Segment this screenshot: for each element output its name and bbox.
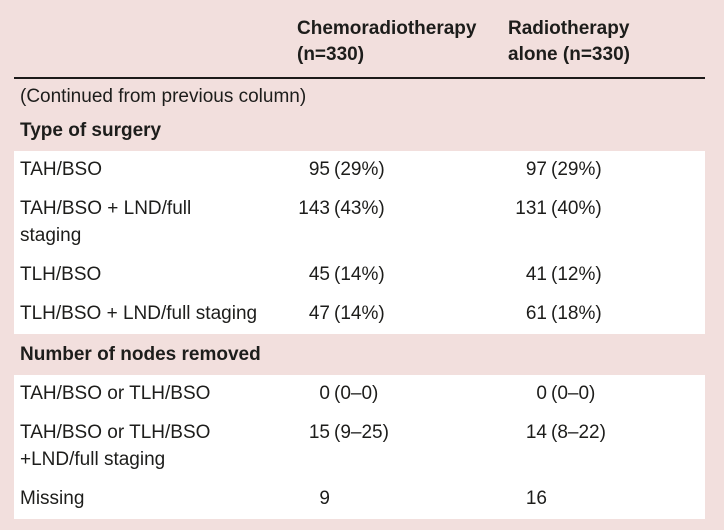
value-percent: (14%) [334, 264, 385, 285]
section-title-number-of-nodes-removed: Number of nodes removed [20, 344, 261, 365]
value-percent: (18%) [551, 303, 602, 324]
table-row-tah-bso-lnd-full-staging: TAH/BSO + LND/full staging 143 (43%) 131(… [14, 190, 705, 256]
row-label-text: TLH/BSO + LND/full staging [20, 303, 258, 324]
section-title-type-of-surgery: Type of surgery [20, 120, 162, 141]
value-percent: (14%) [334, 303, 385, 324]
table-row-missing: Missing 9 16 [14, 480, 705, 519]
value-count: 143 [298, 198, 330, 219]
row-label-text: TAH/BSO or TLH/BSO [20, 383, 211, 404]
value-range: (0–0) [334, 383, 379, 404]
column-header-chemoradiotherapy: Chemoradiotherapy (n=330) [280, 16, 477, 77]
value-cell-radiotherapy: 14 (8–22) [460, 419, 705, 473]
value-range: (8–22) [551, 422, 606, 443]
value-range [330, 488, 334, 509]
row-label-text: TAH/BSO [20, 159, 102, 180]
value-cell-chemoradiotherapy: 95 (29%) [280, 156, 460, 183]
value-count: 47 [308, 303, 330, 324]
value-cell-chemoradiotherapy: 45 (14%) [280, 261, 460, 288]
value-cell-chemoradiotherapy: 9 [280, 485, 460, 512]
row-label-line2: staging [20, 225, 82, 246]
row-label-text: TLH/BSO [20, 264, 102, 285]
column-header-line: alone (n=330) [508, 44, 630, 65]
trial-comparison-table: Chemoradiotherapy (n=330) Radiotherapy a… [14, 0, 705, 519]
header-spacer-cell [14, 16, 280, 77]
value-cell-radiotherapy: 131 (40%) [460, 195, 705, 249]
row-label: Missing [14, 485, 280, 512]
value-median: 0 [319, 383, 330, 404]
value-median: 14 [525, 422, 547, 443]
value-median: 15 [308, 422, 330, 443]
table-row-tah-or-tlh-bso: TAH/BSO or TLH/BSO 0 (0–0) 0 (0–0) [14, 375, 705, 414]
row-label-line2: +LND/full staging [20, 449, 166, 470]
row-label: TAH/BSO [14, 156, 280, 183]
section-type-of-surgery-rows: TAH/BSO 95 (29%) 97 (29%) TAH/BSO + LND/fu… [14, 151, 705, 334]
row-label-text: TAH/BSO or TLH/BSO [20, 422, 211, 443]
row-label: TAH/BSO or TLH/BSO +LND/full staging [14, 419, 280, 473]
value-count: 61 [525, 303, 547, 324]
value-percent: (29%) [551, 159, 602, 180]
value-count: 41 [525, 264, 547, 285]
value-cell-radiotherapy: 0 (0–0) [460, 380, 705, 407]
continued-note: (Continued from previous column) [20, 86, 307, 107]
row-label-text: Missing [20, 488, 85, 509]
value-cell-chemoradiotherapy: 0 (0–0) [280, 380, 460, 407]
column-header-radiotherapy-alone: Radiotherapy alone (n=330) [460, 16, 705, 77]
table-row-tlh-bso-lnd-full-staging: TLH/BSO + LND/full staging 47 (14%) 61 (18… [14, 295, 705, 334]
value-cell-chemoradiotherapy: 47 (14%) [280, 300, 460, 327]
row-label: TLH/BSO + LND/full staging [14, 300, 280, 327]
value-cell-chemoradiotherapy: 15 (9–25) [280, 419, 460, 473]
value-range [547, 488, 551, 509]
table-row-tah-or-tlh-bso-lnd-full-staging: TAH/BSO or TLH/BSO +LND/full staging 15(… [14, 414, 705, 480]
table-row-tlh-bso: TLH/BSO 45 (14%) 41 (12%) [14, 256, 705, 295]
row-label: TAH/BSO + LND/full staging [14, 195, 280, 249]
value-percent: (29%) [334, 159, 385, 180]
row-label: TAH/BSO or TLH/BSO [14, 380, 280, 407]
value-percent: (43%) [334, 198, 385, 219]
value-count: 16 [525, 488, 547, 509]
value-count: 131 [515, 198, 547, 219]
value-range: (0–0) [551, 383, 596, 404]
row-label: TLH/BSO [14, 261, 280, 288]
value-cell-radiotherapy: 61 (18%) [460, 300, 705, 327]
value-percent: (40%) [551, 198, 602, 219]
value-count: 97 [525, 159, 547, 180]
column-header-line: Chemoradiotherapy [297, 18, 477, 39]
value-count: 9 [319, 488, 330, 509]
value-median: 0 [536, 383, 547, 404]
value-count: 45 [308, 264, 330, 285]
value-cell-chemoradiotherapy: 143 (43%) [280, 195, 460, 249]
value-cell-radiotherapy: 16 [460, 485, 705, 512]
value-range: (9–25) [334, 422, 389, 443]
column-header-line: (n=330) [297, 44, 365, 65]
value-cell-radiotherapy: 41 (12%) [460, 261, 705, 288]
value-percent: (12%) [551, 264, 602, 285]
section-number-of-nodes-rows: TAH/BSO or TLH/BSO 0 (0–0) 0 (0–0) TAH/BSO… [14, 375, 705, 519]
value-cell-radiotherapy: 97 (29%) [460, 156, 705, 183]
table-row-tah-bso: TAH/BSO 95 (29%) 97 (29%) [14, 151, 705, 190]
table-header-row: Chemoradiotherapy (n=330) Radiotherapy a… [14, 0, 705, 79]
value-count: 95 [308, 159, 330, 180]
row-label-text: TAH/BSO + LND/full [20, 198, 192, 219]
column-header-line: Radiotherapy [508, 18, 630, 39]
